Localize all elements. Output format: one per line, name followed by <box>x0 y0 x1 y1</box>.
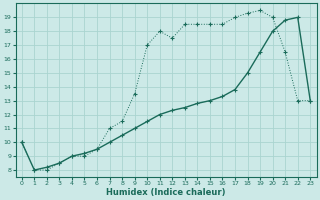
X-axis label: Humidex (Indice chaleur): Humidex (Indice chaleur) <box>106 188 226 197</box>
